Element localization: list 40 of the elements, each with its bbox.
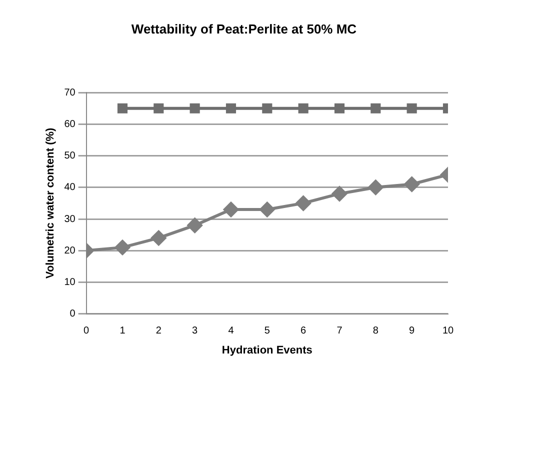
point xyxy=(404,176,420,192)
point xyxy=(114,240,130,255)
point xyxy=(298,103,308,114)
point xyxy=(368,180,384,195)
y-tick-label: 20 xyxy=(64,245,76,256)
x-tick-label: 0 xyxy=(84,326,90,337)
point xyxy=(260,202,275,218)
point xyxy=(117,103,128,114)
y-tick-label: 60 xyxy=(64,118,76,130)
x-tick-label: 10 xyxy=(442,326,454,337)
y-tick-label: 70 xyxy=(64,87,76,98)
y-tick-label: 30 xyxy=(64,214,76,225)
chart-title: Wettability of Peat:Perlite at 50% MC xyxy=(131,21,358,36)
point xyxy=(154,103,164,114)
x-tick-label: 1 xyxy=(120,326,126,337)
point xyxy=(296,196,311,211)
point xyxy=(332,186,347,202)
x-tick-label: 6 xyxy=(300,326,307,337)
y-tick-label: 10 xyxy=(64,276,76,288)
x-tick-label: 8 xyxy=(372,326,379,337)
x-tick-label: 4 xyxy=(228,326,234,337)
point xyxy=(190,103,200,114)
point xyxy=(223,202,238,218)
point xyxy=(406,103,417,114)
point xyxy=(262,103,272,114)
x-tick-label: 5 xyxy=(264,326,270,337)
x-tick-label: 9 xyxy=(409,326,416,337)
x-tick-label: 3 xyxy=(192,326,198,337)
point xyxy=(226,103,236,114)
x-tick-label: 2 xyxy=(156,326,162,337)
point xyxy=(151,230,166,246)
y-axis-title: Volumetric water content (%) xyxy=(44,127,57,279)
y-tick-label: 50 xyxy=(64,150,76,162)
x-axis-title: Hydration Events xyxy=(222,344,312,356)
point xyxy=(334,103,345,114)
y-tick-label: 0 xyxy=(70,308,76,320)
point xyxy=(370,103,381,114)
point xyxy=(187,218,202,233)
y-tick-label: 40 xyxy=(64,182,76,194)
x-tick-label: 7 xyxy=(336,326,343,337)
